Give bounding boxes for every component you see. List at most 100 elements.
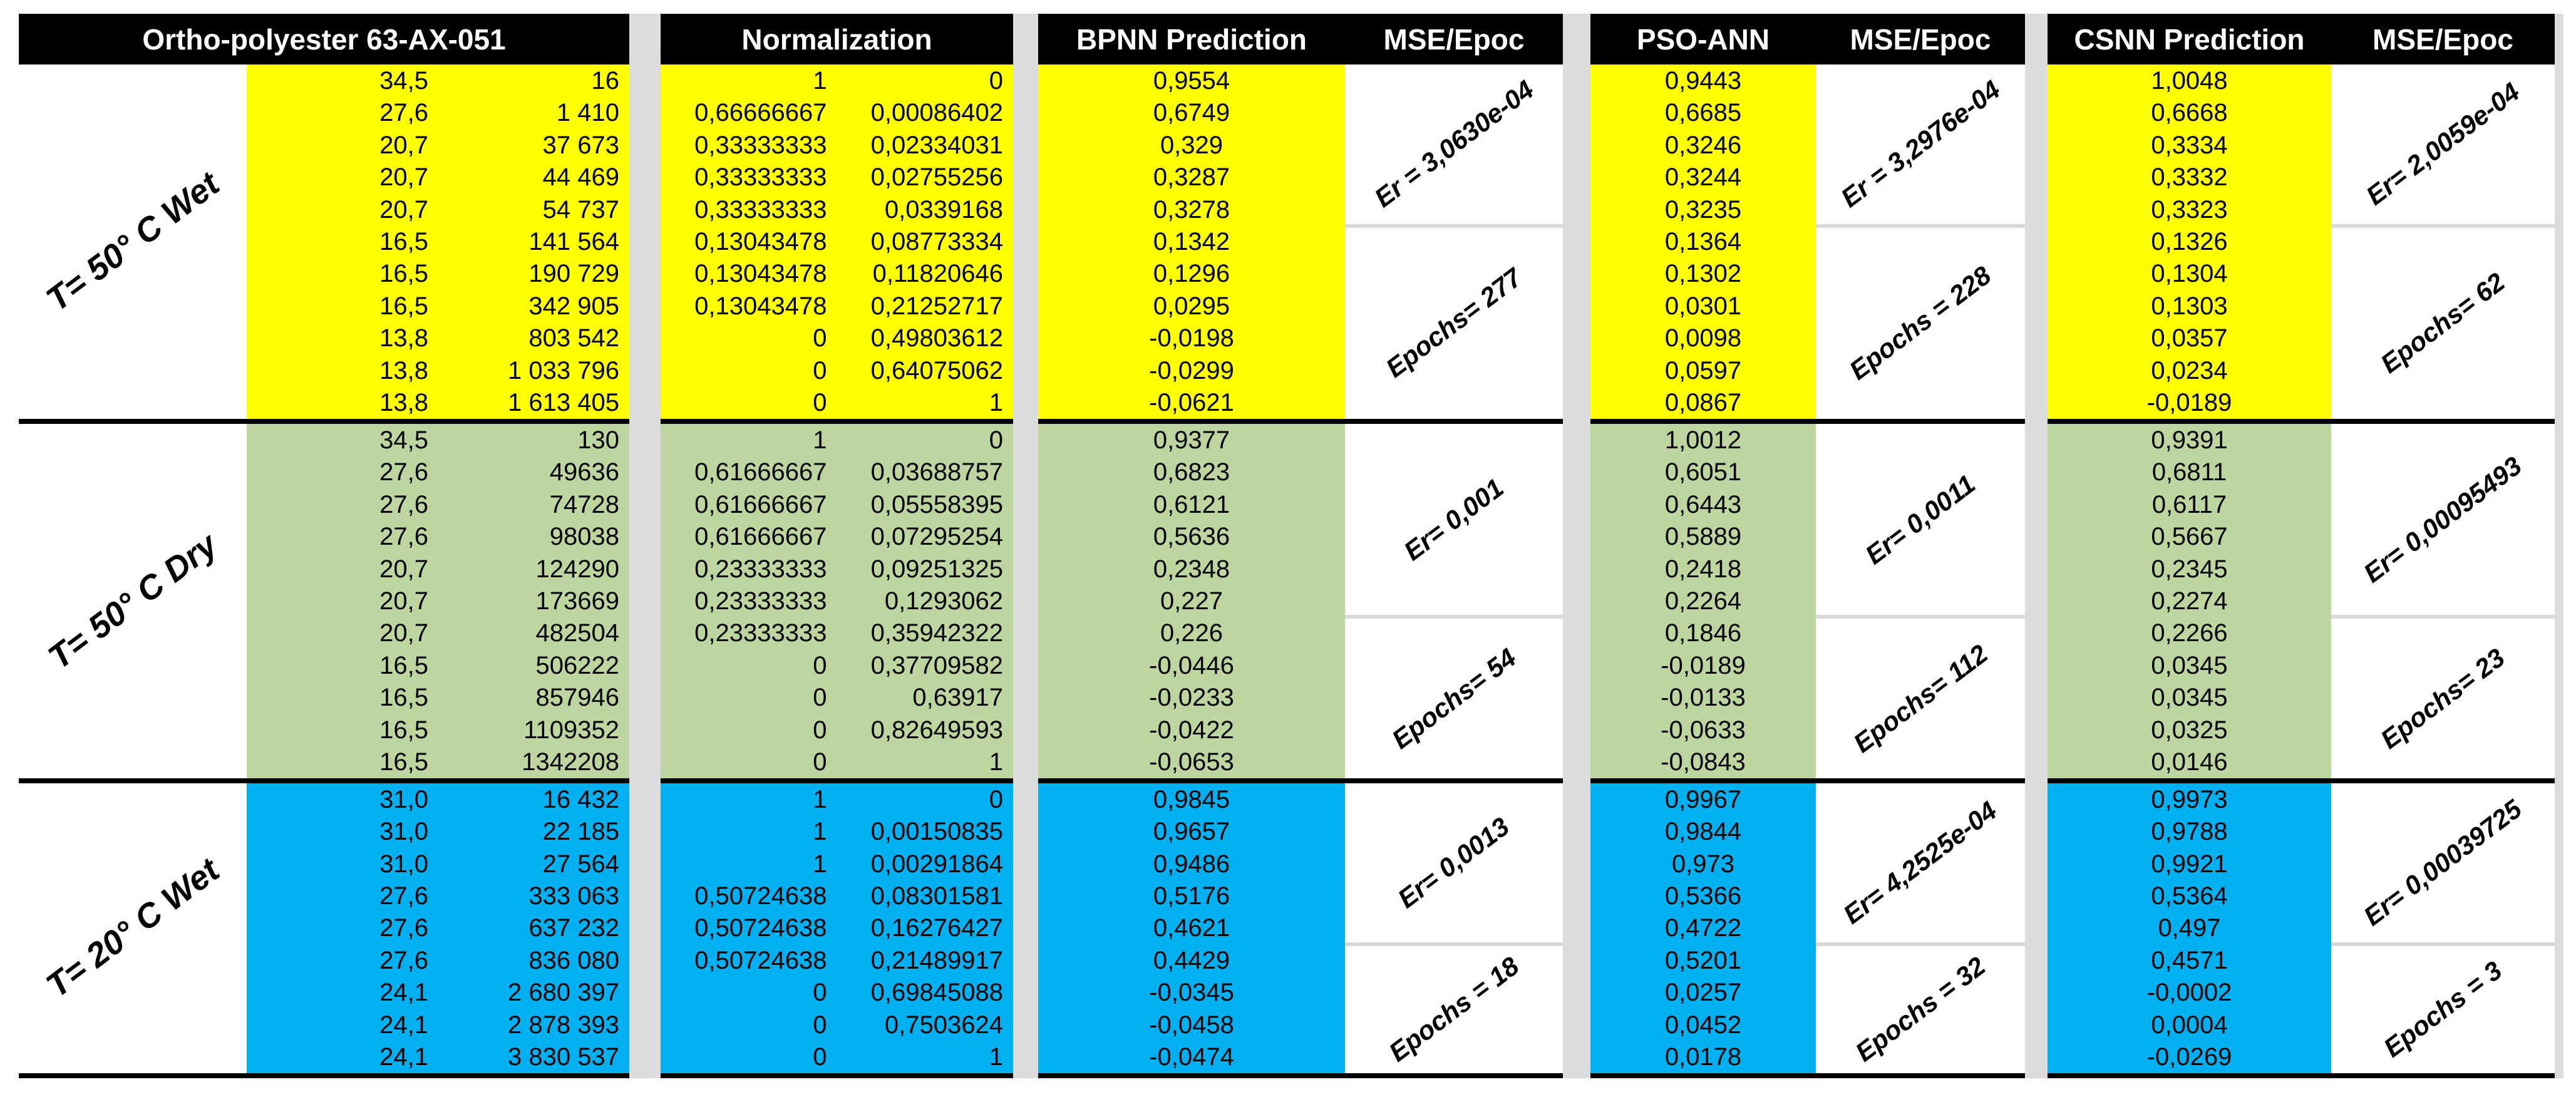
value-cell: 0,226 — [1160, 619, 1224, 647]
section-t20-wet-bpnn: 0,9845 0,9657 0,9486 0,5176 0,4621 0,4429 -0,0… — [1038, 778, 1563, 1073]
value-cell: 44 469 — [542, 163, 619, 192]
value-cell: 49636 — [549, 458, 619, 487]
section-t50-dry-pso: 1,0012 0,6051 0,6443 0,5889 0,2418 0,2264 0,18… — [1590, 418, 2025, 778]
value-cell: 74728 — [549, 490, 619, 518]
value-cell: 27,6 — [379, 946, 428, 974]
er-cell: Er= 2,0059e-04 — [2331, 64, 2555, 228]
value-cell: 0,5201 — [1664, 946, 1742, 974]
value-cell: 0,69845088 — [870, 979, 1003, 1007]
bpnn-header: BPNN Prediction MSE/Epoc — [1038, 14, 1563, 64]
column-gap-strip — [2555, 14, 2563, 1078]
value-cell: -0,0843 — [1661, 748, 1746, 776]
temp-label-cell: T= 20° C Wet — [19, 783, 247, 1073]
epochs-label: Epochs = 228 — [1843, 260, 1997, 386]
section-t50-dry-norm: 1 0,61666667 0,61666667 0,61666667 0,2333333… — [661, 418, 1013, 778]
value-cell: 0,50724638 — [694, 882, 827, 910]
value-cell: 836 080 — [528, 946, 619, 974]
value-cell: 0,23333333 — [694, 587, 827, 615]
mse-col: Er= 0,0013 Epochs = 18 — [1345, 783, 1563, 1073]
value-cell: 3 830 537 — [508, 1043, 619, 1071]
value-cell: 0,3278 — [1153, 195, 1230, 224]
value-cell: -0,0299 — [1149, 356, 1234, 384]
value-cell: 0,0597 — [1664, 356, 1742, 384]
section-t50-wet-csnn: 1,0048 0,6668 0,3334 0,3332 0,3323 0,1326 0,13… — [2048, 64, 2555, 419]
prediction-col: 0,9554 0,6749 0,329 0,3287 0,3278 0,1342 0,129… — [1038, 64, 1345, 419]
bpnn-header-label: BPNN Prediction — [1076, 23, 1307, 56]
prediction-col: 0,9377 0,6823 0,6121 0,5636 0,2348 0,227 0,226… — [1038, 424, 1345, 778]
value-cell: 0 — [813, 1011, 827, 1039]
value-cell: 0,5889 — [1664, 523, 1742, 551]
value-cell: 16 432 — [542, 785, 619, 813]
value-cell: -0,0133 — [1661, 684, 1746, 712]
value-cell: 22 185 — [542, 818, 619, 846]
value-cell: 0,6749 — [1153, 99, 1230, 127]
value-cell: 0,9377 — [1153, 426, 1230, 454]
value-cell: 0,2418 — [1664, 555, 1742, 583]
value-cell: 0,6117 — [2151, 490, 2227, 518]
pso-header-label: PSO-ANN — [1636, 23, 1770, 56]
value-cell: 98038 — [549, 523, 619, 551]
sample-header: Ortho-polyester 63-AX-051 — [19, 14, 629, 64]
value-cell: 20,7 — [379, 195, 428, 224]
value-cell: -0,0621 — [1149, 389, 1234, 417]
value-cell: 27,6 — [379, 914, 428, 942]
value-cell: -0,0653 — [1149, 748, 1234, 776]
value-cell: 506222 — [535, 651, 619, 679]
section-t20-wet-norm: 1 1 1 0,50724638 0,50724638 0,50724638 0 0 0 0 0,… — [661, 778, 1013, 1073]
mse-col: Er= 2,0059e-04 Epochs= 62 — [2331, 64, 2555, 419]
er-cell: Er= 4,2525e-04 — [1816, 783, 2025, 946]
value-cell: 0,16276427 — [870, 914, 1003, 942]
csnn-header: CSNN Prediction MSE/Epoc — [2048, 14, 2555, 64]
sample-header-label: Ortho-polyester 63-AX-051 — [142, 23, 506, 56]
value-cell: 0,00291864 — [870, 850, 1003, 878]
value-cell: -0,0189 — [2146, 389, 2232, 417]
value-cell: 54 737 — [542, 195, 619, 224]
value-cell: 0,4429 — [1153, 946, 1230, 974]
epochs-label: Epochs= 277 — [1380, 262, 1527, 384]
epochs-cell: Epochs= 112 — [1816, 619, 2025, 778]
value-cell: 27,6 — [379, 490, 428, 518]
prediction-col: 0,9973 0,9788 0,9921 0,5364 0,497 0,4571 -0,00… — [2048, 783, 2331, 1073]
normalization-header: Normalization — [661, 14, 1013, 64]
column-gap-strip — [629, 14, 661, 1078]
value-cell: 0,0098 — [1664, 324, 1742, 353]
value-cell: 0,23333333 — [694, 619, 827, 647]
value-cell: 0,0257 — [1664, 979, 1742, 1007]
er-cell: Er= 0,0013 — [1345, 783, 1563, 946]
value-cell: 0,0867 — [1664, 389, 1742, 417]
value-cell: -0,0422 — [1149, 716, 1234, 744]
er-label: Er= 0,00039725 — [2358, 793, 2528, 932]
value-cell: 1 033 796 — [508, 356, 619, 384]
value-cell: 0,21489917 — [870, 946, 1003, 974]
value-cell: 0,0452 — [1664, 1011, 1742, 1039]
value-cell: -0,0446 — [1149, 651, 1234, 679]
er-label: Er = 3,0630e-04 — [1368, 75, 1539, 214]
value-cell: 0,50724638 — [694, 946, 827, 974]
epochs-label: Epochs= 23 — [2375, 642, 2511, 755]
value-cell: 1 — [989, 389, 1003, 417]
er-cell: Er = 3,2976e-04 — [1816, 64, 2025, 228]
value-cell: 0,08301581 — [870, 882, 1003, 910]
epochs-cell: Epochs= 54 — [1345, 619, 1563, 778]
mse-col: Er = 3,2976e-04 Epochs = 228 — [1816, 64, 2025, 419]
value-cell: 0 — [813, 716, 827, 744]
value-cell: 16,5 — [379, 716, 428, 744]
value-cell: 0,1846 — [1664, 619, 1742, 647]
value-cell: 342 905 — [528, 292, 619, 320]
value-cell: 0,3332 — [2151, 163, 2228, 192]
value-cell: 13,8 — [379, 356, 428, 384]
value-cell: 0 — [813, 389, 827, 417]
value-cell: 0,33333333 — [694, 131, 827, 159]
value-cell: 0,1304 — [2151, 260, 2228, 288]
value-cell: 0,3323 — [2151, 195, 2228, 224]
er-label: Er = 3,2976e-04 — [1835, 75, 2006, 214]
section-t50-dry-bpnn: 0,9377 0,6823 0,6121 0,5636 0,2348 0,227 0,226… — [1038, 418, 1563, 778]
value-cell: 0,0345 — [2151, 684, 2228, 712]
csnn-block: CSNN Prediction MSE/Epoc 1,0048 0,6668 0,3… — [2048, 14, 2555, 1078]
bpnn-block: BPNN Prediction MSE/Epoc 0,9554 0,6749 0,3… — [1038, 14, 1563, 1078]
value-cell: 0,66666667 — [694, 99, 827, 127]
epochs-label: Epochs = 32 — [1850, 951, 1991, 1068]
epochs-label: Epochs = 3 — [2378, 955, 2508, 1063]
value-cell: 803 542 — [528, 324, 619, 353]
value-cell: 37 673 — [542, 131, 619, 159]
